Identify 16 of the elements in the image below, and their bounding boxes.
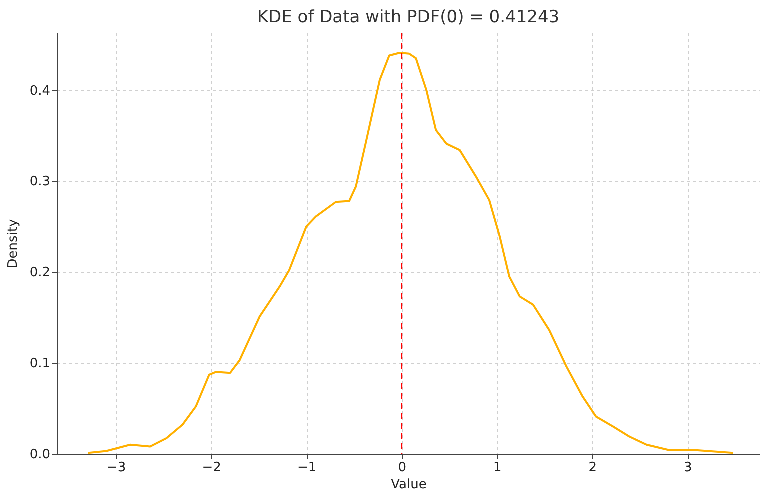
x-tick-label: −3: [106, 460, 126, 476]
x-axis-title: Value: [391, 478, 427, 492]
y-tick-label: 0.1: [30, 356, 50, 372]
x-tick-label: 0: [398, 460, 406, 476]
y-axis-title: Density: [6, 218, 21, 269]
line-series: [87, 52, 734, 454]
x-tick-label: 3: [684, 460, 692, 476]
x-tick-label: −2: [202, 460, 222, 476]
y-tick-label: 0.3: [30, 174, 50, 190]
x-tick-label: −1: [297, 460, 317, 476]
y-tick-label: 0.4: [30, 84, 50, 99]
y-tick-label: 0.2: [30, 266, 50, 281]
x-tick-label: 2: [588, 460, 597, 476]
y-tick-label: 0.0: [30, 448, 50, 462]
chart-title: KDE of Data with PDF(0) = 0.41243: [257, 7, 560, 28]
x-tick-label: 1: [493, 460, 502, 476]
